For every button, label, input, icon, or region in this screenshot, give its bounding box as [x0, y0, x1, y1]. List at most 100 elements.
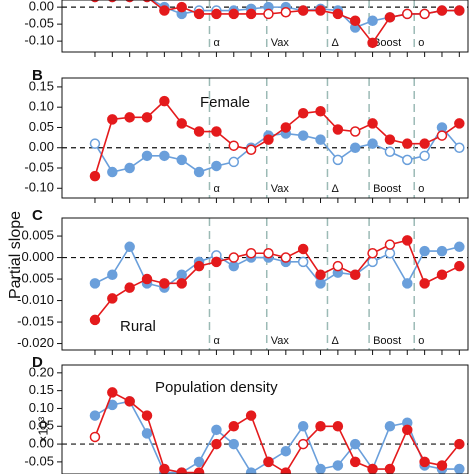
- point: [436, 5, 448, 16]
- y-tick-label: -0.020: [17, 335, 54, 350]
- point: [402, 154, 413, 166]
- plot-area: α Vax Δ Boost o: [62, 78, 468, 198]
- point: [454, 118, 465, 129]
- point: [332, 8, 344, 20]
- event-label: Boost: [373, 183, 401, 195]
- point: [245, 410, 257, 421]
- y-tick-label: 0.10: [29, 99, 54, 114]
- point: [107, 387, 118, 398]
- y-tick-label: 0.05: [29, 119, 54, 134]
- event-label: Δ: [331, 183, 339, 195]
- point: [211, 8, 222, 20]
- point: [384, 248, 396, 259]
- point: [332, 460, 344, 471]
- point: [419, 150, 430, 162]
- event-label: α: [213, 183, 220, 195]
- point: [263, 8, 274, 20]
- point: [124, 162, 135, 174]
- event-label: Vax: [271, 183, 290, 195]
- point: [107, 293, 118, 304]
- point: [332, 421, 344, 432]
- panel-letter: D: [32, 354, 43, 371]
- point: [124, 396, 135, 407]
- y-tick-label: 0.00: [29, 436, 54, 451]
- point: [89, 138, 101, 149]
- point: [367, 463, 378, 474]
- point: [315, 105, 326, 117]
- point: [315, 5, 326, 16]
- point: [211, 256, 222, 268]
- point: [332, 154, 344, 166]
- point: [454, 463, 465, 474]
- point: [419, 8, 430, 20]
- point: [349, 438, 361, 450]
- point: [193, 166, 205, 178]
- point: [159, 95, 170, 107]
- point: [402, 8, 413, 20]
- series-line: [149, 0, 460, 45]
- point: [280, 6, 292, 18]
- point: [402, 424, 413, 436]
- panel-letter: B: [32, 67, 43, 84]
- series-line: [94, 239, 460, 321]
- point: [280, 445, 292, 457]
- point: [89, 431, 101, 443]
- y-tick-label: 0.000: [21, 249, 54, 264]
- point: [297, 421, 309, 432]
- point: [193, 456, 205, 468]
- y-tick-label: 0.15: [29, 382, 54, 397]
- point: [228, 140, 240, 151]
- point: [349, 456, 361, 468]
- point: [176, 467, 187, 474]
- point: [419, 456, 430, 468]
- plot-area: α Vax Δ Boost o: [62, 218, 468, 350]
- plot-area: [62, 387, 468, 474]
- panel-letter: C: [32, 207, 43, 224]
- point: [176, 1, 187, 13]
- point: [297, 130, 309, 141]
- point: [141, 150, 153, 162]
- point: [124, 112, 135, 123]
- point: [211, 424, 222, 436]
- point: [176, 278, 187, 289]
- point: [384, 421, 396, 432]
- frame: [61, 77, 469, 199]
- series-line: [94, 400, 460, 474]
- y-tick-label: -0.10: [24, 33, 54, 48]
- point: [193, 8, 205, 20]
- point: [419, 278, 430, 289]
- point: [176, 269, 187, 281]
- point: [315, 421, 326, 432]
- point: [89, 278, 101, 289]
- y-tick-label: -0.005: [17, 270, 54, 285]
- series-line: [94, 245, 460, 289]
- series-line: [94, 391, 460, 474]
- unit-label: ×10³: [35, 416, 50, 443]
- point: [228, 260, 240, 272]
- series-line: [94, 126, 460, 173]
- point: [436, 269, 448, 281]
- point: [367, 118, 378, 129]
- point: [280, 467, 292, 474]
- event-label: o: [418, 183, 424, 195]
- annotation: Population density: [155, 379, 278, 396]
- event-label: Boost: [373, 37, 401, 49]
- frame: [61, 0, 469, 53]
- point: [402, 138, 413, 149]
- point: [193, 126, 205, 137]
- point: [245, 467, 257, 474]
- point: [384, 463, 396, 474]
- point: [367, 37, 378, 49]
- point: [141, 112, 153, 123]
- y-tick-label: -0.010: [17, 292, 54, 307]
- point: [89, 410, 101, 421]
- event-label: o: [418, 37, 424, 49]
- point: [332, 260, 344, 272]
- point: [228, 156, 240, 168]
- point: [384, 239, 396, 250]
- event-label: Boost: [373, 335, 401, 347]
- frame: [61, 217, 469, 351]
- series-line: [94, 99, 460, 177]
- point: [263, 134, 274, 145]
- point: [280, 252, 292, 263]
